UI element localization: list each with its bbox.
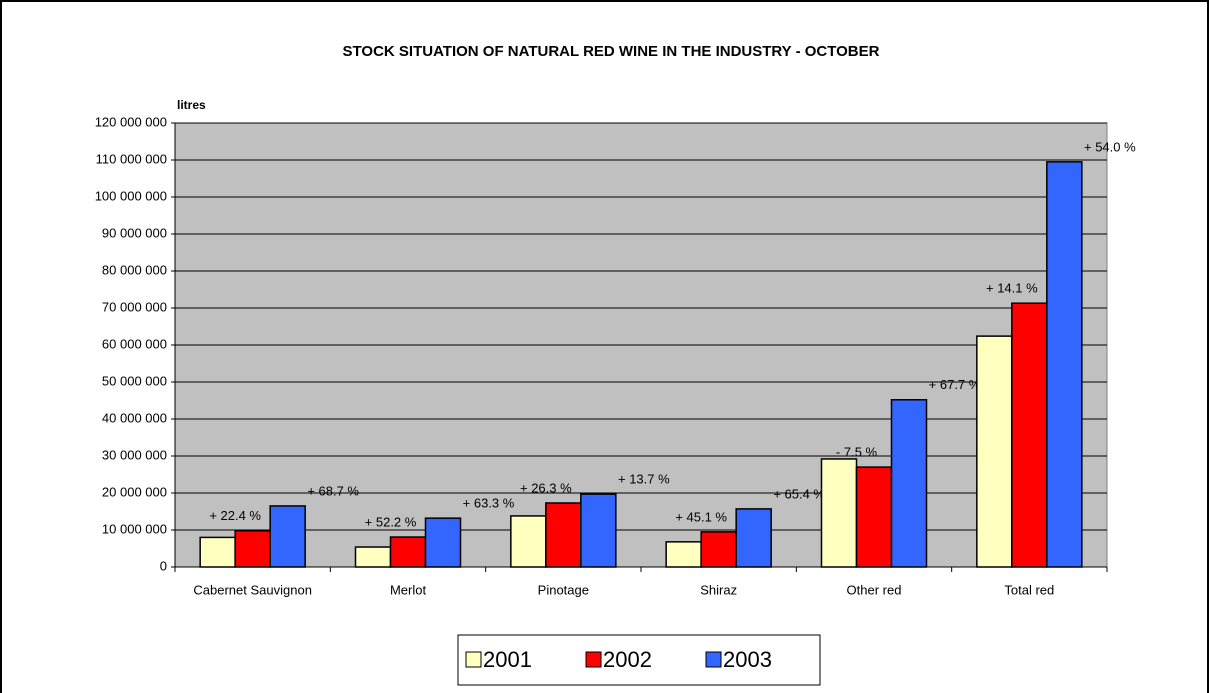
bar xyxy=(890,399,928,568)
change-label: + 65.4 % xyxy=(773,486,825,501)
y-tick-label: 110 000 000 xyxy=(96,151,167,166)
y-tick-label: 120 000 000 xyxy=(95,114,167,129)
bar xyxy=(820,458,858,568)
change-label: + 13.7 % xyxy=(618,472,670,487)
legend-swatch xyxy=(705,651,722,668)
change-label: + 45.1 % xyxy=(675,509,727,524)
bar xyxy=(269,505,306,568)
y-tick-label: 40 000 000 xyxy=(102,410,167,425)
x-tick-label: Shiraz xyxy=(700,582,737,597)
legend-swatch xyxy=(465,651,482,668)
y-tick-label: 80 000 000 xyxy=(102,262,167,277)
x-tick-label: Merlot xyxy=(390,582,427,597)
legend-label: 2003 xyxy=(723,647,772,672)
y-tick-label: 60 000 000 xyxy=(102,336,167,351)
bar xyxy=(976,335,1013,568)
y-tick-label: 20 000 000 xyxy=(102,484,167,499)
legend-swatch xyxy=(585,651,602,668)
x-tick-label: Pinotage xyxy=(538,582,589,597)
bar xyxy=(234,529,271,568)
x-tick-label: Other red xyxy=(847,582,902,597)
change-label: + 68.7 % xyxy=(307,483,359,498)
bar xyxy=(700,531,737,568)
y-tick-label: 0 xyxy=(160,558,167,573)
change-label: + 22.4 % xyxy=(209,508,261,523)
change-label: + 63.3 % xyxy=(463,496,515,511)
y-tick-label: 100 000 000 xyxy=(95,188,167,203)
legend-label: 2002 xyxy=(603,647,652,672)
bar xyxy=(389,536,427,568)
bar xyxy=(580,493,617,568)
bar xyxy=(545,502,582,568)
y-axis-label: litres xyxy=(177,98,206,112)
x-tick-label: Cabernet Sauvignon xyxy=(193,582,312,597)
bar xyxy=(354,546,392,568)
y-tick-label: 90 000 000 xyxy=(102,225,167,240)
bar xyxy=(1046,161,1083,568)
change-label: + 26.3 % xyxy=(520,480,572,495)
bar xyxy=(665,541,702,568)
bar xyxy=(510,515,547,568)
change-label: - 7.5 % xyxy=(836,445,878,460)
bar xyxy=(855,466,893,568)
change-label: + 14.1 % xyxy=(986,281,1038,296)
chart-title: STOCK SITUATION OF NATURAL RED WINE IN T… xyxy=(343,43,880,60)
change-label: + 67.7 % xyxy=(929,377,981,392)
legend-label: 2001 xyxy=(483,647,532,672)
x-tick-label: Total red xyxy=(1004,582,1054,597)
y-tick-label: 10 000 000 xyxy=(102,521,167,536)
y-tick-label: 70 000 000 xyxy=(102,299,167,314)
legend-box xyxy=(457,634,821,686)
y-tick-label: 30 000 000 xyxy=(102,447,167,462)
bar xyxy=(199,536,236,568)
bar xyxy=(1011,302,1048,568)
y-tick-label: 50 000 000 xyxy=(102,373,167,388)
change-label: + 54.0 % xyxy=(1084,139,1136,154)
change-label: + 52.2 % xyxy=(365,514,417,529)
bar xyxy=(424,517,462,568)
bar xyxy=(735,508,772,568)
